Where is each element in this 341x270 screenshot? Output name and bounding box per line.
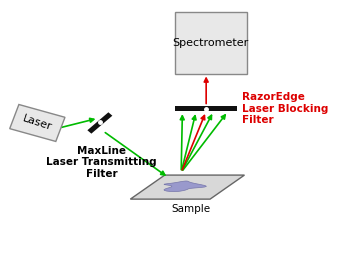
Text: Sample: Sample [171,204,210,214]
Text: Laser: Laser [21,113,53,132]
Text: Spectrometer: Spectrometer [173,38,249,48]
Text: RazorEdge
Laser Blocking
Filter: RazorEdge Laser Blocking Filter [242,92,328,125]
Polygon shape [130,175,244,199]
Bar [175,106,237,111]
FancyBboxPatch shape [175,12,247,73]
Polygon shape [87,112,112,134]
Text: MaxLine
Laser Transmitting
Filter: MaxLine Laser Transmitting Filter [46,146,157,179]
Polygon shape [164,181,206,192]
Polygon shape [10,104,65,141]
